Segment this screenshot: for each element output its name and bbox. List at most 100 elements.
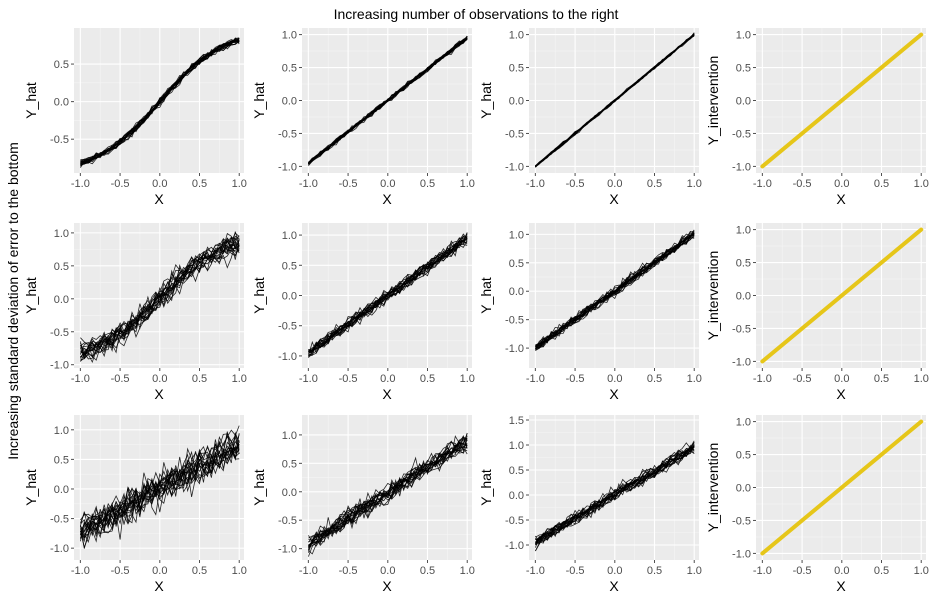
y-tick-label: -1.0	[505, 540, 524, 552]
x-tick-label: 1.0	[914, 178, 929, 190]
y-tick-label: 0.5	[54, 59, 69, 71]
y-tick-label: -0.5	[50, 134, 69, 146]
x-tick-label: 1.0	[914, 565, 929, 577]
x-axis-title: X	[836, 386, 846, 402]
y-tick-label: 0.5	[509, 258, 524, 270]
panel-background	[74, 415, 244, 560]
y-tick-label: -1.0	[505, 161, 524, 173]
x-tick-label: 1.0	[460, 178, 475, 190]
y-tick-label: 1.0	[736, 30, 751, 42]
y-tick-label: -0.5	[278, 128, 297, 140]
simulated-series-line	[308, 240, 468, 356]
x-tick-label: -0.5	[566, 373, 585, 385]
x-tick-label: -0.5	[793, 565, 812, 577]
y-tick-label: 0.0	[736, 291, 751, 303]
x-tick-label: -0.5	[339, 565, 358, 577]
y-tick-label: 1.0	[509, 440, 524, 452]
y-axis-title: Y_hat	[23, 277, 39, 314]
y-tick-label: 0.5	[54, 454, 69, 466]
y-axis-title: Y_hat	[23, 469, 39, 506]
x-tick-label: -1.0	[753, 565, 772, 577]
panel-r3c3: -1.0 -0.5 0.0 0.5 1.0 -1.0 -0.5 0.0 0.5 1.0 1.5 X Y_…	[478, 415, 702, 594]
simulated-series-line	[80, 440, 240, 537]
x-tick-label: 0.5	[420, 178, 435, 190]
x-tick-label: 0.5	[420, 565, 435, 577]
y-tick-label: 0.5	[509, 63, 524, 75]
panel-r3c4: -1.0 -0.5 0.0 0.5 1.0 -1.0 -0.5 0.0 0.5 1.0 X Y_int…	[705, 415, 929, 594]
x-tick-label: -0.5	[111, 565, 130, 577]
series-group	[308, 432, 468, 557]
simulated-series-line	[535, 446, 695, 544]
x-tick-label: 0.0	[152, 373, 167, 385]
panel-r2c4: -1.0 -0.5 0.0 0.5 1.0 -1.0 -0.5 0.0 0.5 1.0 X Y_int…	[705, 223, 929, 402]
y-axis-title: Y_hat	[251, 469, 267, 506]
x-tick-label: 0.0	[152, 178, 167, 190]
x-tick-label: 0.5	[647, 373, 662, 385]
y-axis-title: Y_intervention	[705, 251, 721, 341]
y-tick-label: -0.5	[50, 514, 69, 526]
y-tick-label: -0.5	[732, 515, 751, 527]
simulated-series-line	[80, 39, 240, 165]
x-tick-label: 1.0	[687, 373, 702, 385]
y-axis-title: Y_hat	[23, 82, 39, 119]
y-tick-label: -1.0	[732, 356, 751, 368]
y-tick-label: 0.0	[509, 286, 524, 298]
x-tick-label: -1.0	[299, 373, 318, 385]
simulated-series-line	[80, 439, 240, 549]
x-tick-label: 0.0	[380, 178, 395, 190]
y-tick-label: 0.0	[282, 96, 297, 108]
y-tick-label: 1.0	[54, 425, 69, 437]
y-tick-label: -0.5	[278, 321, 297, 333]
series-group	[308, 35, 468, 166]
figure-title: Increasing number of observations to the…	[334, 6, 619, 22]
panel-r3c1: -1.0 -0.5 0.0 0.5 1.0 -1.0 -0.5 0.0 0.5 1.0 X Y_hat	[23, 415, 247, 594]
x-tick-label: -1.0	[526, 373, 545, 385]
panel-r1c2: -1.0 -0.5 0.0 0.5 1.0 -1.0 -0.5 0.0 0.5 1.0 X Y_hat	[251, 28, 475, 207]
y-tick-label: 1.0	[282, 30, 297, 42]
y-tick-label: -1.0	[278, 544, 297, 556]
series-group	[308, 232, 468, 358]
simulated-series-line	[308, 36, 468, 163]
x-tick-label: 0.0	[607, 178, 622, 190]
x-tick-label: 1.0	[232, 178, 247, 190]
y-tick-label: -0.5	[278, 515, 297, 527]
x-tick-label: 0.0	[834, 178, 849, 190]
series-group	[80, 425, 240, 549]
panel-r1c1: -1.0 -0.5 0.0 0.5 1.0 -0.5 0.0 0.5 X Y_hat	[23, 28, 247, 207]
simulated-series-line	[80, 241, 240, 360]
x-tick-label: 0.5	[874, 373, 889, 385]
simulated-series-line	[80, 40, 240, 166]
y-tick-label: -1.0	[732, 161, 751, 173]
simulated-series-line	[535, 232, 695, 348]
y-tick-label: 0.0	[54, 97, 69, 109]
x-tick-label: 0.5	[420, 373, 435, 385]
y-axis-title: Y_hat	[251, 82, 267, 119]
y-tick-label: -0.5	[505, 128, 524, 140]
x-axis-title: X	[154, 578, 164, 594]
y-tick-label: 0.0	[509, 490, 524, 502]
x-tick-label: 0.0	[380, 565, 395, 577]
x-axis-title: X	[382, 578, 392, 594]
x-tick-label: -1.0	[299, 565, 318, 577]
x-axis-title: X	[382, 386, 392, 402]
y-tick-label: 0.0	[54, 484, 69, 496]
simulated-series-line	[80, 237, 240, 354]
y-tick-label: -1.0	[50, 360, 69, 372]
x-tick-label: 0.0	[834, 373, 849, 385]
x-tick-label: -0.5	[566, 178, 585, 190]
simulated-series-line	[535, 236, 695, 351]
y-tick-label: 1.0	[282, 230, 297, 242]
y-tick-label: 0.5	[282, 260, 297, 272]
y-axis-title: Y_hat	[478, 82, 494, 119]
y-tick-label: 0.5	[54, 261, 69, 273]
x-tick-label: -1.0	[526, 565, 545, 577]
series-group	[535, 32, 695, 168]
x-axis-title: X	[382, 191, 392, 207]
y-tick-label: -1.0	[50, 543, 69, 555]
y-tick-label: 0.0	[736, 483, 751, 495]
intervention-line	[760, 227, 924, 364]
panel-r2c2: -1.0 -0.5 0.0 0.5 1.0 -1.0 -0.5 0.0 0.5 1.0 X Y_hat	[251, 223, 475, 402]
simulated-series-line	[535, 441, 695, 548]
series-group	[760, 227, 924, 364]
x-axis-title: X	[836, 191, 846, 207]
